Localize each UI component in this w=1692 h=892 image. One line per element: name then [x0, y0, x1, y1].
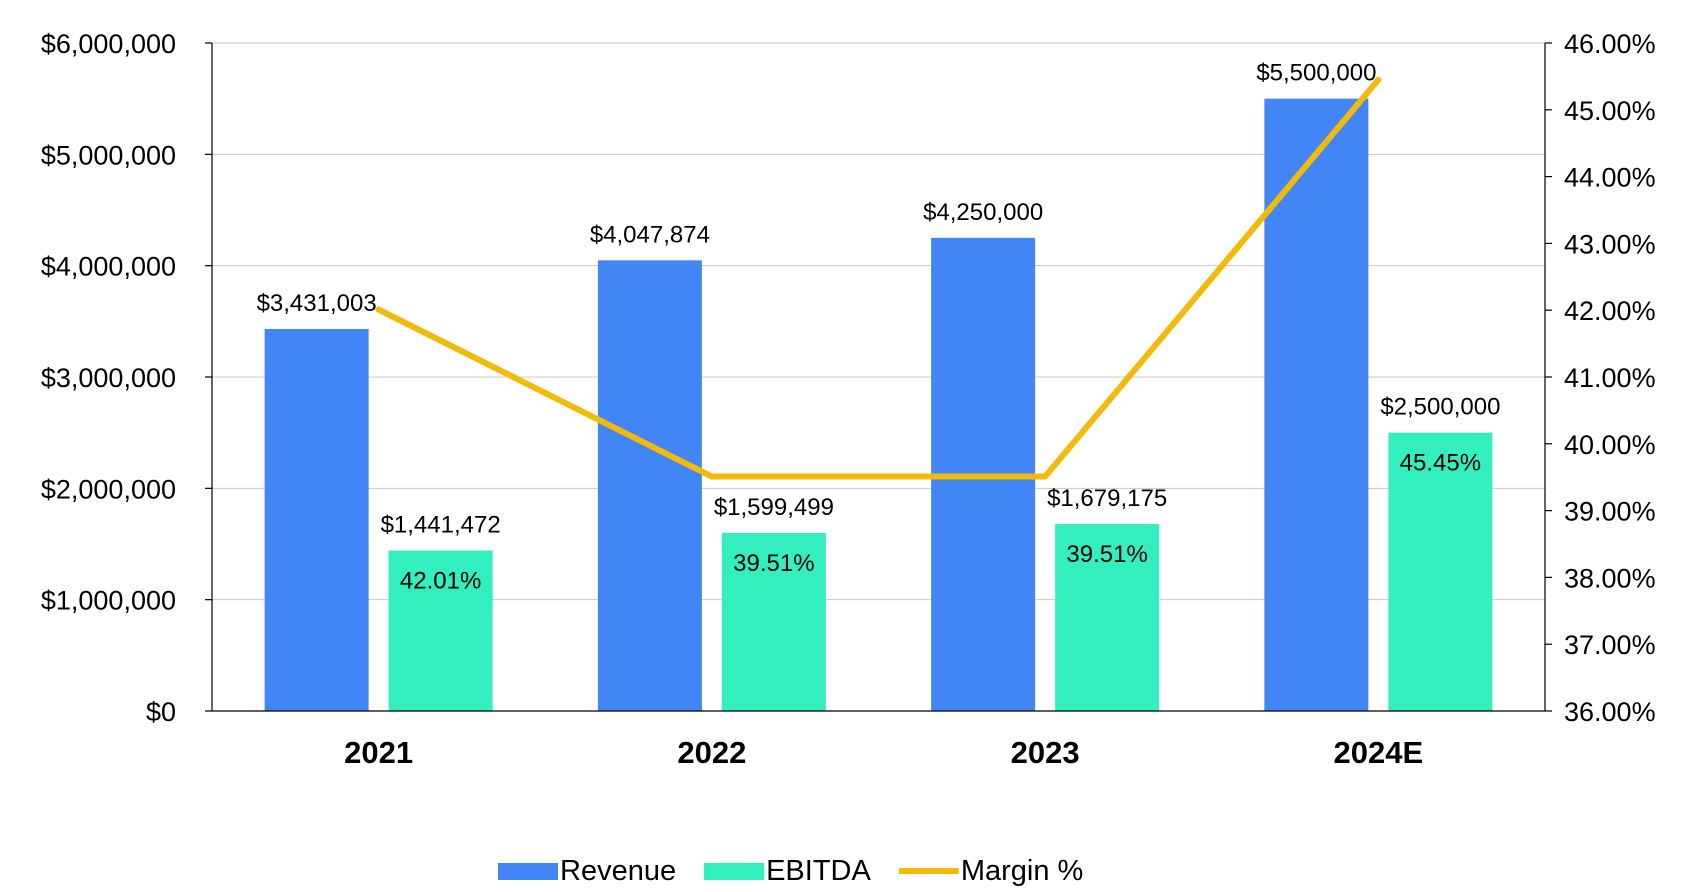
ebitda-bar: [1388, 432, 1493, 711]
legend-label: Margin %: [961, 855, 1084, 887]
legend-swatch: [498, 863, 558, 880]
margin-data-label: 45.45%: [1400, 450, 1481, 477]
revenue-data-label: $3,431,003: [257, 290, 377, 317]
legend-label: EBITDA: [766, 855, 871, 887]
category-label: 2023: [1011, 735, 1080, 770]
left-tick-label: $2,000,000: [41, 474, 176, 504]
revenue-data-label: $4,250,000: [923, 199, 1043, 226]
revenue-data-label: $5,500,000: [1256, 60, 1376, 87]
ebitda-data-label: $1,441,472: [381, 512, 501, 539]
left-tick-label: $1,000,000: [41, 586, 176, 616]
right-tick-label: 42.00%: [1564, 296, 1656, 326]
right-tick-label: 39.00%: [1564, 497, 1656, 527]
revenue-bar: [264, 329, 369, 711]
left-tick-label: $5,000,000: [41, 140, 176, 170]
ebitda-data-label: $1,679,175: [1047, 485, 1167, 512]
margin-data-label: 39.51%: [733, 550, 814, 577]
category-labels: 2021 2022 2023 2024E: [344, 735, 1423, 770]
margin-line-series: [375, 76, 1382, 480]
right-tick-label: 37.00%: [1564, 630, 1656, 660]
right-tick-label: 43.00%: [1564, 229, 1656, 259]
right-axis-ticks: 36.00% 37.00% 38.00% 39.00% 40.00% 41.00% 42.0…: [1545, 29, 1656, 727]
revenue-bar: [1264, 98, 1369, 711]
legend-label: Revenue: [560, 855, 676, 887]
legend: Revenue EBITDA Margin %: [498, 855, 1083, 887]
ebitda-data-label: $2,500,000: [1380, 394, 1500, 421]
right-tick-label: 44.00%: [1564, 163, 1656, 193]
left-tick-label: $6,000,000: [41, 29, 176, 59]
revenue-data-label: $4,047,874: [590, 221, 710, 248]
left-tick-label: $3,000,000: [41, 363, 176, 393]
category-label: 2022: [677, 735, 746, 770]
category-label: 2021: [344, 735, 413, 770]
left-tick-label: $0: [146, 697, 176, 727]
right-tick-label: 41.00%: [1564, 363, 1656, 393]
margin-data-label: 39.51%: [1066, 541, 1147, 568]
margin-data-label: 42.01%: [400, 568, 481, 595]
ebitda-bar: [1055, 524, 1160, 711]
ebitda-bar: [388, 550, 493, 711]
margin-line: [375, 76, 1382, 480]
revenue-bar: [597, 260, 702, 711]
right-tick-label: 38.00%: [1564, 563, 1656, 593]
legend-swatch: [704, 863, 765, 880]
right-tick-label: 46.00%: [1564, 29, 1656, 59]
bars: [264, 98, 1493, 712]
data-labels: $3,431,003 $1,441,472 42.01% $4,047,874 $1,5…: [257, 60, 1501, 595]
right-tick-label: 36.00%: [1564, 697, 1656, 727]
right-tick-label: 45.00%: [1564, 96, 1656, 126]
ebitda-bar: [721, 532, 826, 711]
ebitda-data-label: $1,599,499: [714, 494, 834, 521]
category-label: 2024E: [1334, 735, 1424, 770]
left-axis-ticks: $0 $1,000,000 $2,000,000 $3,000,000 $4,000,0…: [41, 29, 212, 727]
left-tick-label: $4,000,000: [41, 252, 176, 282]
right-tick-label: 40.00%: [1564, 430, 1656, 460]
